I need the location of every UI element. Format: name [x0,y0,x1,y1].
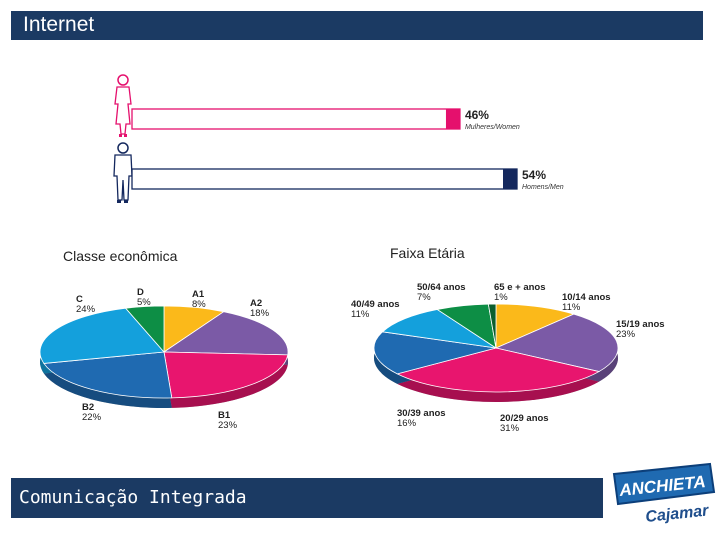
pie-label-3: 30/39 anos [397,408,446,419]
pie-slice-b1 [163,351,289,399]
pie-pct-5: 7% [417,292,431,303]
pie-pct-5: 5% [137,297,151,308]
gender-category-label-1: Homens/Men [522,184,564,191]
gender-bar-marker-1 [503,169,517,189]
page-title: Internet [23,13,95,36]
header-bar: Internet [11,11,703,40]
pie-label-2: B1 [218,410,231,421]
pie-slice-c [39,307,165,364]
pie-label-1: 15/19 anos [616,319,665,330]
pie-classe-title: Classe econômica [63,248,178,264]
pie-label-4: 40/49 anos [351,299,400,310]
pie-pct-4: 11% [351,309,370,320]
pie-pct-3: 16% [397,418,417,429]
pie-slice-b2 [43,351,173,399]
pie-slice-15-19-anos [494,313,619,373]
pie-pct-2: 31% [500,423,520,434]
pie-slice-20-29-anos [396,347,601,393]
pie-label-2: 20/29 anos [500,413,549,424]
pie-slice-40-49-anos [381,309,497,349]
pie-label-0: A1 [192,289,205,300]
pie-label-3: B2 [82,402,94,413]
pie-pct-4: 24% [76,304,96,315]
gender-bar-marker-0 [445,109,460,129]
gender-value-label-0: 46% [465,108,489,122]
pie-slice-d [124,305,165,354]
pie-slice-a2 [162,311,289,356]
woman-icon [114,74,132,137]
pie-slice-30-39-anos [373,331,497,375]
pie-faixa-title: Faixa Etária [390,245,465,261]
pie-pct-1: 23% [616,329,636,340]
gender-category-label-0: Mulheres/Women [465,124,520,131]
pie-pct-0: 8% [192,299,206,310]
pie-label-5: 50/64 anos [417,282,466,293]
pie-pct-6: 1% [494,292,508,303]
gender-bar-outline-1 [131,168,518,190]
pie-label-0: 10/14 anos [562,292,611,303]
logo-subtitle: Cajamar [645,502,710,526]
pie-label-4: C [76,294,83,305]
footer-title: Comunicação Integrada [19,487,247,508]
pie-label-6: 65 e + anos [494,282,546,293]
pie-pct-2: 23% [218,420,238,431]
pie-label-5: D [137,287,144,298]
man-icon [113,142,133,203]
pie-slice-65-e-anos [487,303,497,349]
pie-label-1: A2 [250,298,262,309]
footer-bar: Comunicação Integrada [11,478,603,518]
anchieta-logo: ANCHIETA Cajamar [612,462,716,526]
pie-pct-3: 22% [82,412,102,423]
pie-pct-1: 18% [250,308,270,319]
pie-pct-0: 11% [562,302,581,313]
pie-slice-10-14-anos [495,303,575,349]
gender-value-label-1: 54% [522,168,546,182]
gender-bar-outline-0 [131,108,461,130]
gender-bar-chart: 46% Mulheres/Women 54% Homens/Men [113,74,564,203]
